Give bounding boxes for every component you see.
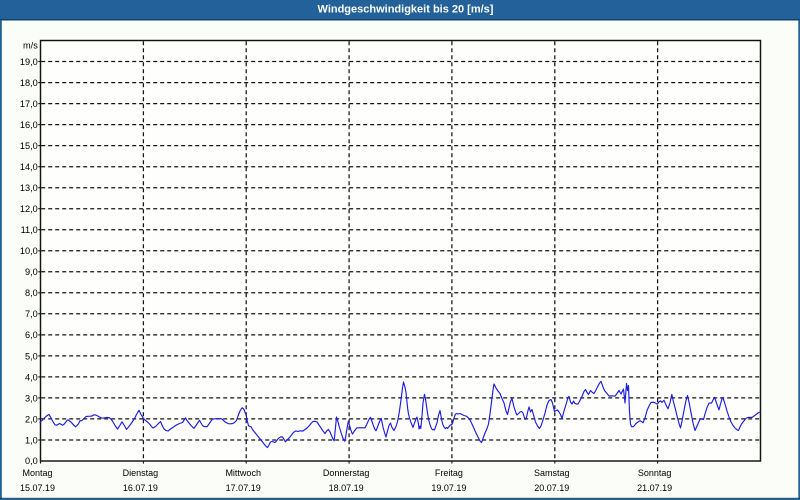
svg-text:15,0: 15,0 bbox=[20, 141, 38, 151]
svg-text:Freitag: Freitag bbox=[435, 468, 463, 478]
svg-text:2,0: 2,0 bbox=[25, 414, 38, 424]
svg-text:Samstag: Samstag bbox=[534, 468, 570, 478]
svg-text:20.07.19: 20.07.19 bbox=[534, 483, 569, 493]
svg-text:Mittwoch: Mittwoch bbox=[225, 468, 261, 478]
svg-text:11,0: 11,0 bbox=[21, 225, 38, 235]
svg-text:Donnerstag: Donnerstag bbox=[323, 468, 370, 478]
svg-text:19,0: 19,0 bbox=[20, 57, 38, 67]
svg-text:Dienstag: Dienstag bbox=[123, 468, 159, 478]
svg-text:19.07.19: 19.07.19 bbox=[431, 483, 466, 493]
svg-text:17.07.19: 17.07.19 bbox=[226, 483, 261, 493]
svg-text:18,0: 18,0 bbox=[20, 78, 38, 88]
svg-text:3,0: 3,0 bbox=[25, 393, 38, 403]
svg-text:18.07.19: 18.07.19 bbox=[329, 483, 364, 493]
svg-text:m/s: m/s bbox=[23, 41, 38, 51]
svg-text:Windgeschwindigkeit bis 20 [m/: Windgeschwindigkeit bis 20 [m/s] bbox=[318, 3, 494, 15]
svg-text:Montag: Montag bbox=[22, 468, 52, 478]
svg-text:6,0: 6,0 bbox=[25, 330, 38, 340]
svg-text:5,0: 5,0 bbox=[25, 351, 38, 361]
svg-text:4,0: 4,0 bbox=[25, 372, 38, 382]
svg-text:0,0: 0,0 bbox=[25, 456, 38, 466]
svg-text:Sonntag: Sonntag bbox=[638, 468, 672, 478]
svg-text:13,0: 13,0 bbox=[20, 183, 38, 193]
svg-text:7,0: 7,0 bbox=[25, 309, 38, 319]
svg-text:16,0: 16,0 bbox=[20, 120, 38, 130]
svg-text:16.07.19: 16.07.19 bbox=[123, 483, 158, 493]
svg-text:17,0: 17,0 bbox=[20, 99, 38, 109]
svg-text:15.07.19: 15.07.19 bbox=[20, 483, 55, 493]
svg-text:8,0: 8,0 bbox=[25, 288, 38, 298]
svg-text:10,0: 10,0 bbox=[20, 246, 38, 256]
svg-text:1,0: 1,0 bbox=[25, 435, 38, 445]
svg-text:9,0: 9,0 bbox=[25, 267, 38, 277]
svg-text:21.07.19: 21.07.19 bbox=[637, 483, 672, 493]
svg-text:14,0: 14,0 bbox=[20, 162, 38, 172]
svg-text:12,0: 12,0 bbox=[20, 204, 38, 214]
